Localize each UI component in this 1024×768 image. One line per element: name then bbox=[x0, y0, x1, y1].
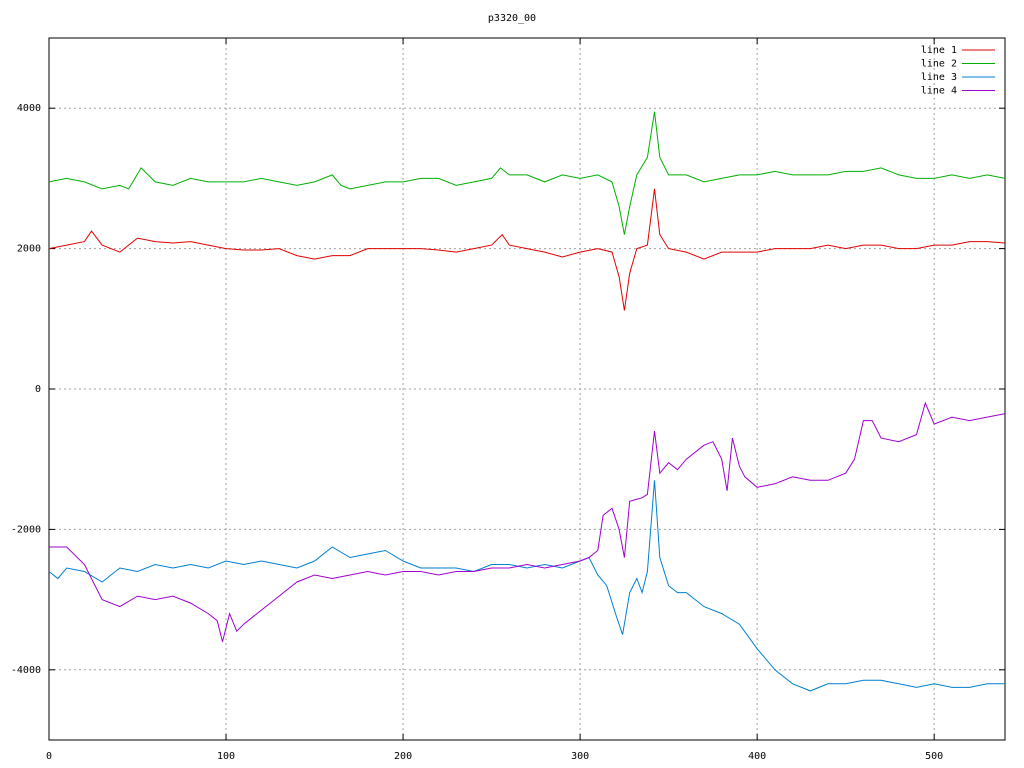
legend-label: line 3 bbox=[921, 72, 957, 83]
series-line bbox=[48, 480, 1005, 692]
plot-border bbox=[48, 37, 1006, 741]
series-line bbox=[48, 188, 1006, 311]
series-line bbox=[49, 401, 1006, 642]
x-tick-label: 100 bbox=[217, 751, 235, 762]
legend-label: line 2 bbox=[921, 59, 957, 70]
y-tick-label: -4000 bbox=[11, 665, 41, 676]
series-line bbox=[48, 111, 1006, 235]
x-tick-label: 200 bbox=[394, 751, 412, 762]
y-tick-label: 4000 bbox=[17, 103, 41, 114]
chart-title: p3320_00 bbox=[488, 13, 536, 24]
y-tick-label: 0 bbox=[35, 384, 41, 395]
x-tick-label: 0 bbox=[46, 751, 52, 762]
x-tick-label: 500 bbox=[925, 751, 943, 762]
x-tick-label: 300 bbox=[571, 751, 589, 762]
y-tick-label: -2000 bbox=[11, 524, 41, 535]
legend-label: line 4 bbox=[921, 86, 957, 97]
y-tick-label: 2000 bbox=[17, 244, 41, 255]
x-tick-label: 400 bbox=[748, 751, 766, 762]
legend-label: line 1 bbox=[921, 45, 957, 56]
